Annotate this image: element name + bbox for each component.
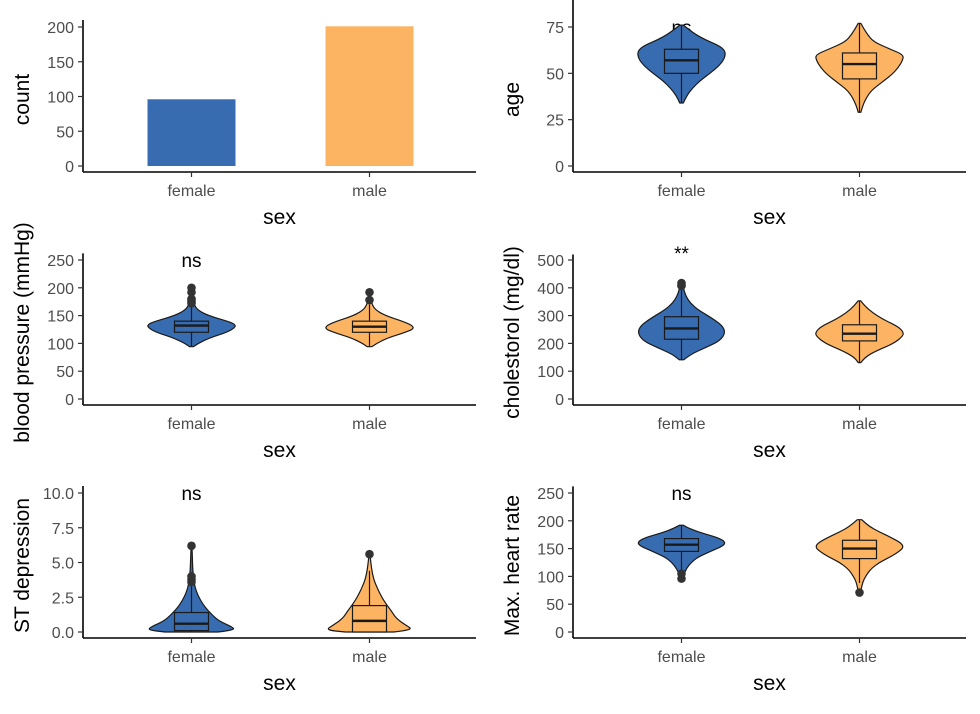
panel-age: 0255075femalemalesexagens <box>501 0 966 229</box>
y-tick-label: 0 <box>555 159 564 176</box>
x-tick-label-female: female <box>657 649 705 666</box>
y-tick-label: 75 <box>546 20 564 37</box>
y-tick-label: 400 <box>537 281 564 298</box>
box-male <box>351 604 388 633</box>
box-female <box>173 611 210 632</box>
y-tick-label: 25 <box>546 113 564 130</box>
bar-male <box>325 26 414 167</box>
x-tick-label-female: female <box>167 416 215 433</box>
y-axis-title: cholestorol (mg/dl) <box>501 246 524 419</box>
x-axis-title: sex <box>263 672 296 695</box>
y-tick-label: 150 <box>47 55 74 72</box>
y-tick-label: 100 <box>537 569 564 586</box>
y-tick-label: 100 <box>47 90 74 107</box>
panel-count: 0 50 100 150 200 female male sex count <box>11 20 476 229</box>
y-axis-title: ST depression <box>11 498 34 633</box>
y-tick-label: 50 <box>546 66 564 83</box>
y-tick-label: 100 <box>47 336 74 353</box>
y-tick-label: 5.0 <box>52 556 74 573</box>
outlier-point-female <box>187 283 196 293</box>
y-tick-label: 200 <box>47 20 74 37</box>
y-tick-label: 50 <box>56 124 74 141</box>
y-tick-label: 150 <box>537 542 564 559</box>
x-tick-label-female: female <box>657 183 705 200</box>
outlier-point-male <box>365 295 374 305</box>
outlier-point-female <box>187 294 196 304</box>
x-axis-title: sex <box>263 439 296 462</box>
y-tick-label: 0.0 <box>52 625 74 642</box>
y-tick-label: 0 <box>65 392 74 409</box>
y-tick-label: 2.5 <box>52 590 74 607</box>
x-tick-label-male: male <box>842 649 877 666</box>
x-tick-label-male: male <box>842 416 877 433</box>
x-tick-label-female: female <box>657 416 705 433</box>
y-tick-label: 7.5 <box>52 521 74 538</box>
outlier-point-female <box>187 572 196 581</box>
y-tick-label: 200 <box>47 281 74 298</box>
x-tick-label-male: male <box>352 183 387 200</box>
significance-label: ns <box>181 484 201 505</box>
outlier-point-male <box>365 287 374 297</box>
panel-st_depression: 0.0 2.5 5.0 7.5 10.0 female male sex ST depressi… <box>11 484 476 695</box>
y-tick-label: 250 <box>47 253 74 270</box>
x-tick-label-male: male <box>842 183 877 200</box>
y-tick-label: 300 <box>537 309 564 326</box>
outlier-point-female <box>677 569 686 578</box>
y-axis-title: blood pressure (mmHg) <box>11 222 34 443</box>
panel-max_heart_rate: 0 50 100 150 200 250 female male sex Max. heart r… <box>501 484 966 695</box>
y-tick-label: 150 <box>47 309 74 326</box>
outlier-point-female <box>187 541 196 551</box>
x-axis-title: sex <box>753 439 786 462</box>
y-tick-label: 0 <box>65 159 74 176</box>
y-tick-label: 200 <box>537 336 564 353</box>
y-tick-label: 0 <box>555 392 564 409</box>
panel-cholesterol: 0 100 200 300 400 500 female male sex cholestorol… <box>501 244 966 462</box>
y-axis-title: count <box>11 74 34 126</box>
outlier-point-female <box>677 278 686 288</box>
outlier-point-male <box>855 588 864 597</box>
y-axis-title: Max. heart rate <box>501 495 524 636</box>
y-tick-label: 0 <box>555 625 564 642</box>
bar-female <box>147 99 236 166</box>
y-axis-title: age <box>501 82 524 117</box>
y-tick-label: 200 <box>537 514 564 531</box>
x-tick-label-female: female <box>167 649 215 666</box>
significance-label: ns <box>671 484 691 505</box>
significance-label: ** <box>674 244 689 265</box>
y-tick-label: 500 <box>537 253 564 270</box>
y-tick-label: 50 <box>546 597 564 614</box>
y-tick-label: 50 <box>56 364 74 381</box>
x-tick-label-male: male <box>352 649 387 666</box>
x-axis-title: sex <box>263 206 296 229</box>
box-male <box>841 52 878 80</box>
x-tick-label-male: male <box>352 416 387 433</box>
significance-label: ns <box>181 251 201 272</box>
y-tick-label: 10.0 <box>43 486 74 503</box>
x-tick-label-female: female <box>167 183 215 200</box>
panel-blood_pressure: 0 50 100 150 200 250 female male sex blood pressu… <box>11 222 476 462</box>
x-axis-title: sex <box>753 672 786 695</box>
outlier-point-male <box>365 549 374 559</box>
y-tick-label: 250 <box>537 486 564 503</box>
x-axis-title: sex <box>753 206 786 229</box>
y-tick-label: 100 <box>537 364 564 381</box>
